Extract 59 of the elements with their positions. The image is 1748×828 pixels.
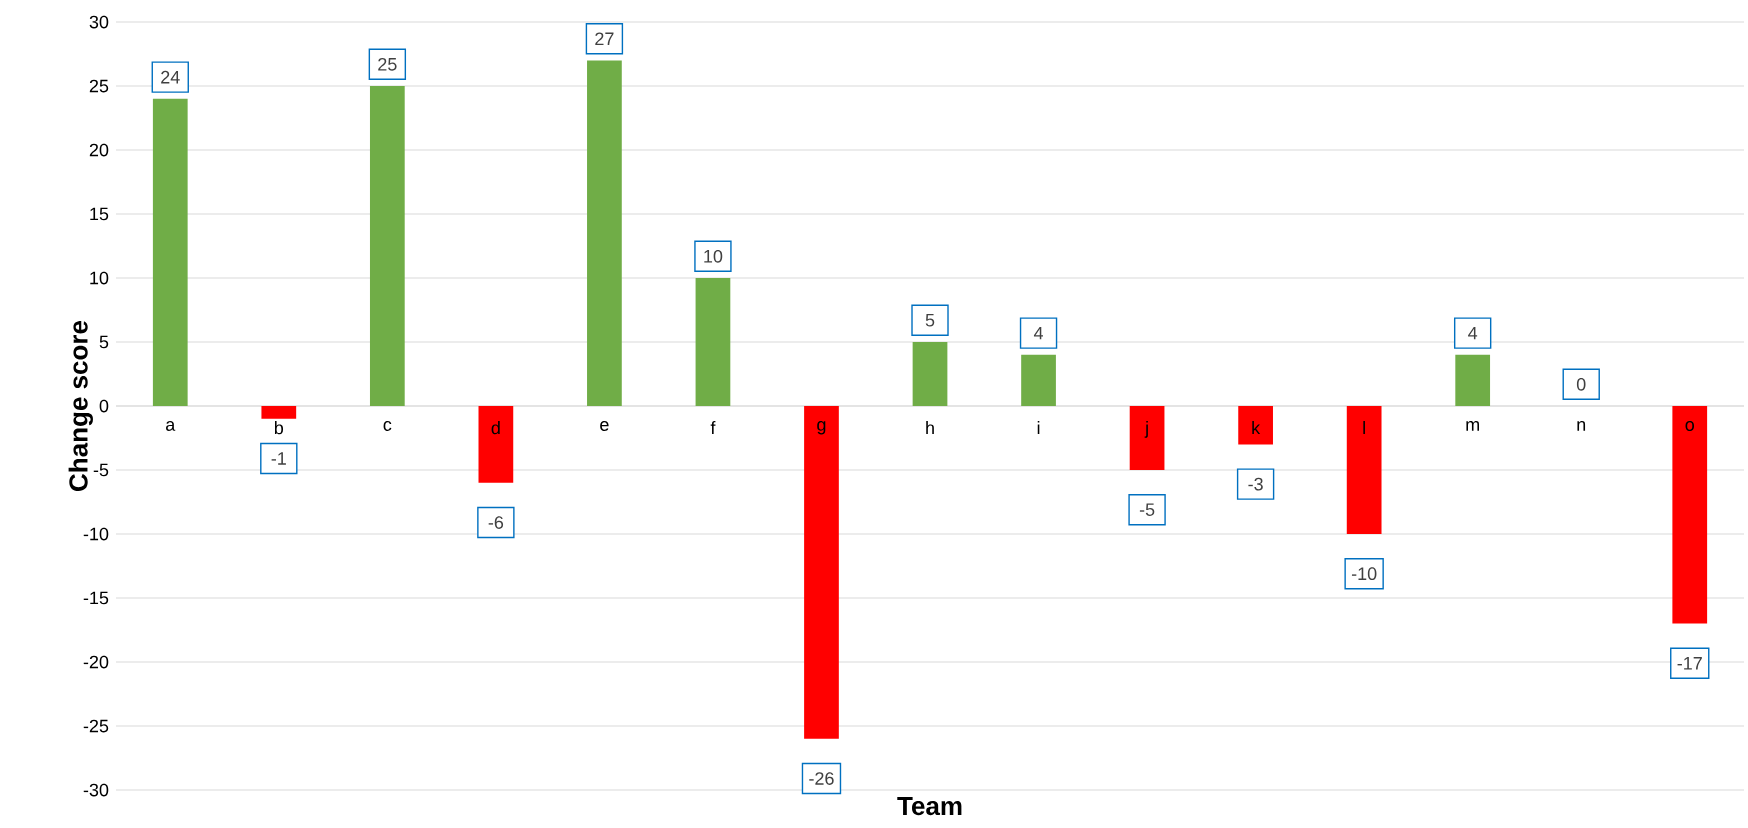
bar <box>1672 406 1708 624</box>
x-tick-label: b <box>274 421 284 435</box>
x-tick-label: l <box>1363 421 1365 435</box>
data-label: 25 <box>378 57 397 71</box>
bar <box>1455 354 1491 406</box>
y-tick-label: -20 <box>83 655 109 669</box>
y-tick-label: -10 <box>83 527 109 541</box>
y-axis-title: Change score <box>68 320 93 491</box>
y-tick-label: -30 <box>83 783 109 797</box>
data-label: 27 <box>595 32 614 45</box>
y-tick-label: 5 <box>99 335 109 349</box>
bar <box>1238 406 1273 445</box>
y-tick-label: 15 <box>90 207 109 221</box>
x-tick-label: m <box>1466 421 1479 431</box>
data-label: 10 <box>704 249 723 263</box>
bar <box>695 278 731 406</box>
x-tick-label: k <box>1252 421 1261 435</box>
y-tick-label: -5 <box>93 463 109 477</box>
y-tick-label: 25 <box>89 79 109 93</box>
data-label: 5 <box>925 314 935 327</box>
bar <box>1129 406 1165 470</box>
data-label: -26 <box>809 772 834 785</box>
x-tick-label: n <box>1577 421 1586 431</box>
data-label: -6 <box>488 516 504 529</box>
x-axis-title: Team <box>897 797 962 816</box>
y-tick-label: 20 <box>89 143 109 157</box>
bar <box>261 406 297 419</box>
x-tick-label: h <box>926 421 934 435</box>
y-tick-label: 0 <box>99 399 109 413</box>
x-tick-label: j <box>1144 421 1148 438</box>
bar <box>1346 406 1382 534</box>
data-label: 0 <box>1576 377 1586 391</box>
bar <box>912 342 948 406</box>
bar <box>478 406 514 483</box>
bar <box>369 86 405 406</box>
bar <box>587 60 622 406</box>
data-label: -1 <box>271 452 286 465</box>
data-label: 24 <box>161 70 180 84</box>
x-tick-label: i <box>1037 421 1040 435</box>
bar <box>152 98 188 406</box>
data-label: -17 <box>1677 657 1702 670</box>
data-label: 4 <box>1468 326 1478 340</box>
data-label: -3 <box>1248 477 1263 491</box>
data-label: -5 <box>1139 503 1155 516</box>
x-tick-label: e <box>600 421 609 431</box>
x-tick-label: o <box>1685 421 1694 431</box>
y-tick-label: 30 <box>89 15 109 29</box>
y-tick-label: -25 <box>83 719 109 733</box>
x-tick-label: a <box>166 421 176 431</box>
x-tick-label: d <box>491 421 500 435</box>
y-tick-label: 10 <box>90 271 109 285</box>
bar <box>1021 354 1056 406</box>
x-tick-label: g <box>817 421 826 435</box>
x-tick-label: f <box>710 421 716 435</box>
bar <box>804 406 839 739</box>
data-label: -10 <box>1351 567 1377 581</box>
x-tick-label: c <box>383 421 392 431</box>
data-label: 4 <box>1033 326 1044 340</box>
y-tick-label: -15 <box>83 591 109 605</box>
